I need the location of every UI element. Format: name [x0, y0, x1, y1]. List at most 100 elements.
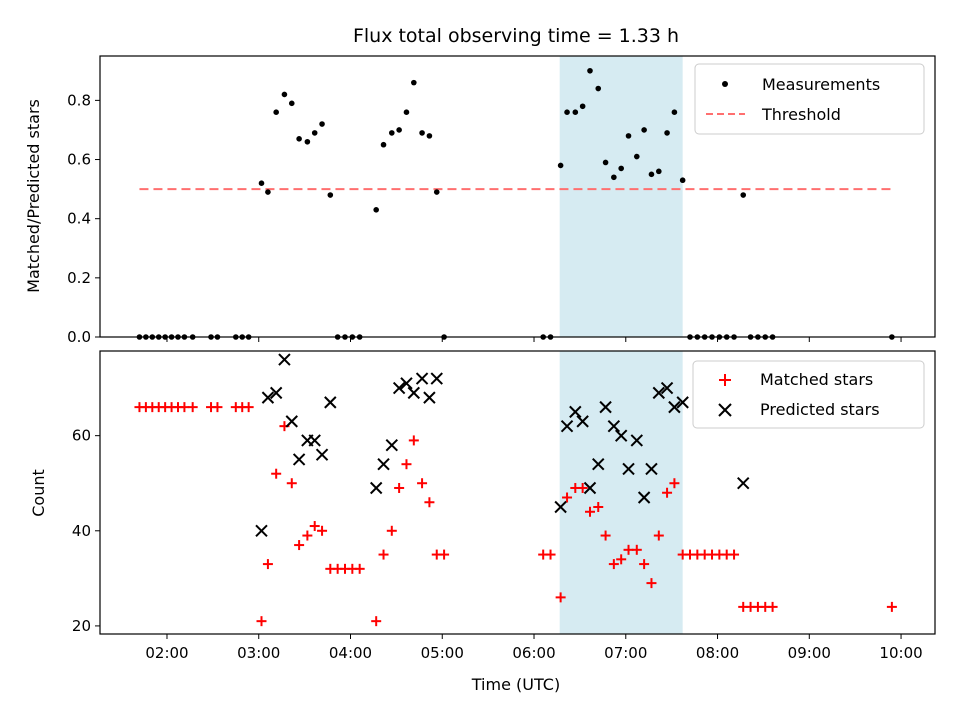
- predicted-star-point: [292, 453, 306, 466]
- measurement-point: [296, 136, 302, 142]
- predicted-star-point: [630, 434, 643, 447]
- top-y-tick-label: 0.6: [67, 151, 91, 169]
- predicted-star-point: [645, 462, 658, 476]
- legend-matched-marker: [719, 374, 731, 386]
- measurement-point: [633, 153, 640, 160]
- measurement-point: [679, 177, 686, 184]
- x-tick-label: 03:00: [237, 644, 280, 662]
- predicted-star-point: [607, 419, 621, 433]
- predicted-star-point: [676, 396, 689, 409]
- measurement-point: [557, 162, 564, 169]
- top-y-tick-label: 0.2: [67, 269, 91, 287]
- predicted-star-point: [369, 481, 383, 495]
- matched-star-point: [378, 549, 389, 560]
- matched-star-point: [729, 549, 740, 560]
- predicted-star-point: [554, 500, 567, 514]
- predicted-star-point: [423, 391, 436, 404]
- matched-star-point: [256, 616, 267, 627]
- x-tick-label: 02:00: [145, 644, 188, 662]
- matched-star-point: [317, 525, 328, 536]
- measurement-point: [304, 138, 311, 145]
- legend-predicted-label: Predicted stars: [760, 400, 880, 419]
- shaded-span-rect: [559, 56, 683, 337]
- measurement-point: [664, 130, 670, 136]
- top-x-ticks: [166, 337, 902, 342]
- x-tick-label: 04:00: [329, 644, 372, 662]
- top-legend: Measurements Threshold: [694, 63, 925, 135]
- matched-star-point: [386, 525, 397, 536]
- measurement-point: [419, 130, 425, 136]
- matched-star-point: [424, 497, 435, 508]
- predicted-star-point: [637, 491, 651, 504]
- predicted-star-point: [569, 405, 582, 419]
- matched-star-point: [309, 521, 320, 532]
- top-y-tick-label: 0.8: [67, 91, 91, 109]
- predicted-star-point: [660, 381, 674, 395]
- measurement-point: [656, 168, 662, 175]
- bottom-y-axis-label: Count: [29, 469, 48, 517]
- measurement-point: [396, 127, 402, 133]
- predicted-star-point: [261, 391, 275, 404]
- matched-star-point: [577, 482, 588, 493]
- predicted-star-point: [583, 481, 597, 495]
- measurement-point: [288, 100, 295, 107]
- matched-star-point: [584, 506, 595, 517]
- measurement-point: [403, 109, 410, 115]
- matched-star-point: [286, 478, 297, 489]
- x-axis-label: Time (UTC): [471, 675, 560, 694]
- top-y-tick-label: 0.0: [67, 328, 91, 346]
- matched-star-point: [562, 492, 573, 503]
- predicted-star-point: [392, 381, 406, 395]
- measurement-point: [579, 103, 586, 110]
- measurement-point: [380, 141, 387, 148]
- top-y-axis-label: Matched/Predicted stars: [24, 99, 43, 293]
- matched-star-point: [439, 549, 450, 560]
- predicted-star-point: [652, 386, 666, 400]
- matched-star-point: [593, 502, 604, 513]
- predicted-star-point: [278, 353, 291, 366]
- legend-measurements-marker: [722, 81, 728, 87]
- predicted-star-point: [576, 415, 589, 428]
- legend-threshold-label: Threshold: [761, 105, 841, 124]
- measurement-point: [587, 67, 593, 74]
- measurement-point: [373, 207, 379, 213]
- x-tick-label: 08:00: [696, 644, 739, 662]
- x-tick-label: 07:00: [604, 644, 647, 662]
- matched-star-point: [401, 459, 412, 470]
- matched-star-point: [669, 478, 680, 489]
- predicted-star-point: [737, 477, 750, 490]
- measurement-point: [281, 91, 288, 98]
- measurement-point: [671, 109, 678, 115]
- measurement-point: [648, 171, 655, 178]
- measurement-point: [327, 192, 334, 198]
- bottom-y-tick-label: 20: [72, 617, 91, 635]
- matched-star-point: [600, 530, 611, 541]
- matched-star-point: [616, 554, 627, 565]
- chart-title: Flux total observing time = 1.33 h: [353, 25, 679, 47]
- bottom-legend: Matched stars Predicted stars: [692, 360, 925, 429]
- matched-star-point: [639, 559, 650, 570]
- matched-star-point: [608, 559, 619, 570]
- predicted-stars-series: [255, 353, 750, 537]
- top-y-axis: 0.0 0.2 0.4 0.6 0.8: [67, 91, 100, 346]
- measurement-point: [258, 180, 265, 186]
- predicted-star-point: [315, 448, 329, 461]
- predicted-star-point: [407, 386, 421, 400]
- measurement-point: [411, 79, 417, 86]
- matched-star-point: [653, 530, 664, 541]
- matched-star-point: [371, 616, 382, 627]
- legend-measurements-label: Measurements: [762, 75, 880, 94]
- predicted-star-point: [324, 396, 337, 409]
- matched-star-point: [262, 559, 273, 570]
- bottom-y-axis: 20 40 60: [72, 427, 100, 635]
- predicted-star-point: [308, 434, 321, 447]
- predicted-star-point: [255, 524, 268, 537]
- predicted-star-point: [269, 386, 283, 400]
- predicted-star-point: [430, 372, 443, 385]
- matched-star-point: [408, 435, 419, 446]
- predicted-star-point: [400, 377, 413, 390]
- measurement-point: [641, 127, 647, 133]
- matched-star-point: [545, 549, 556, 560]
- matched-star-point: [631, 544, 642, 555]
- matched-star-point: [302, 530, 313, 541]
